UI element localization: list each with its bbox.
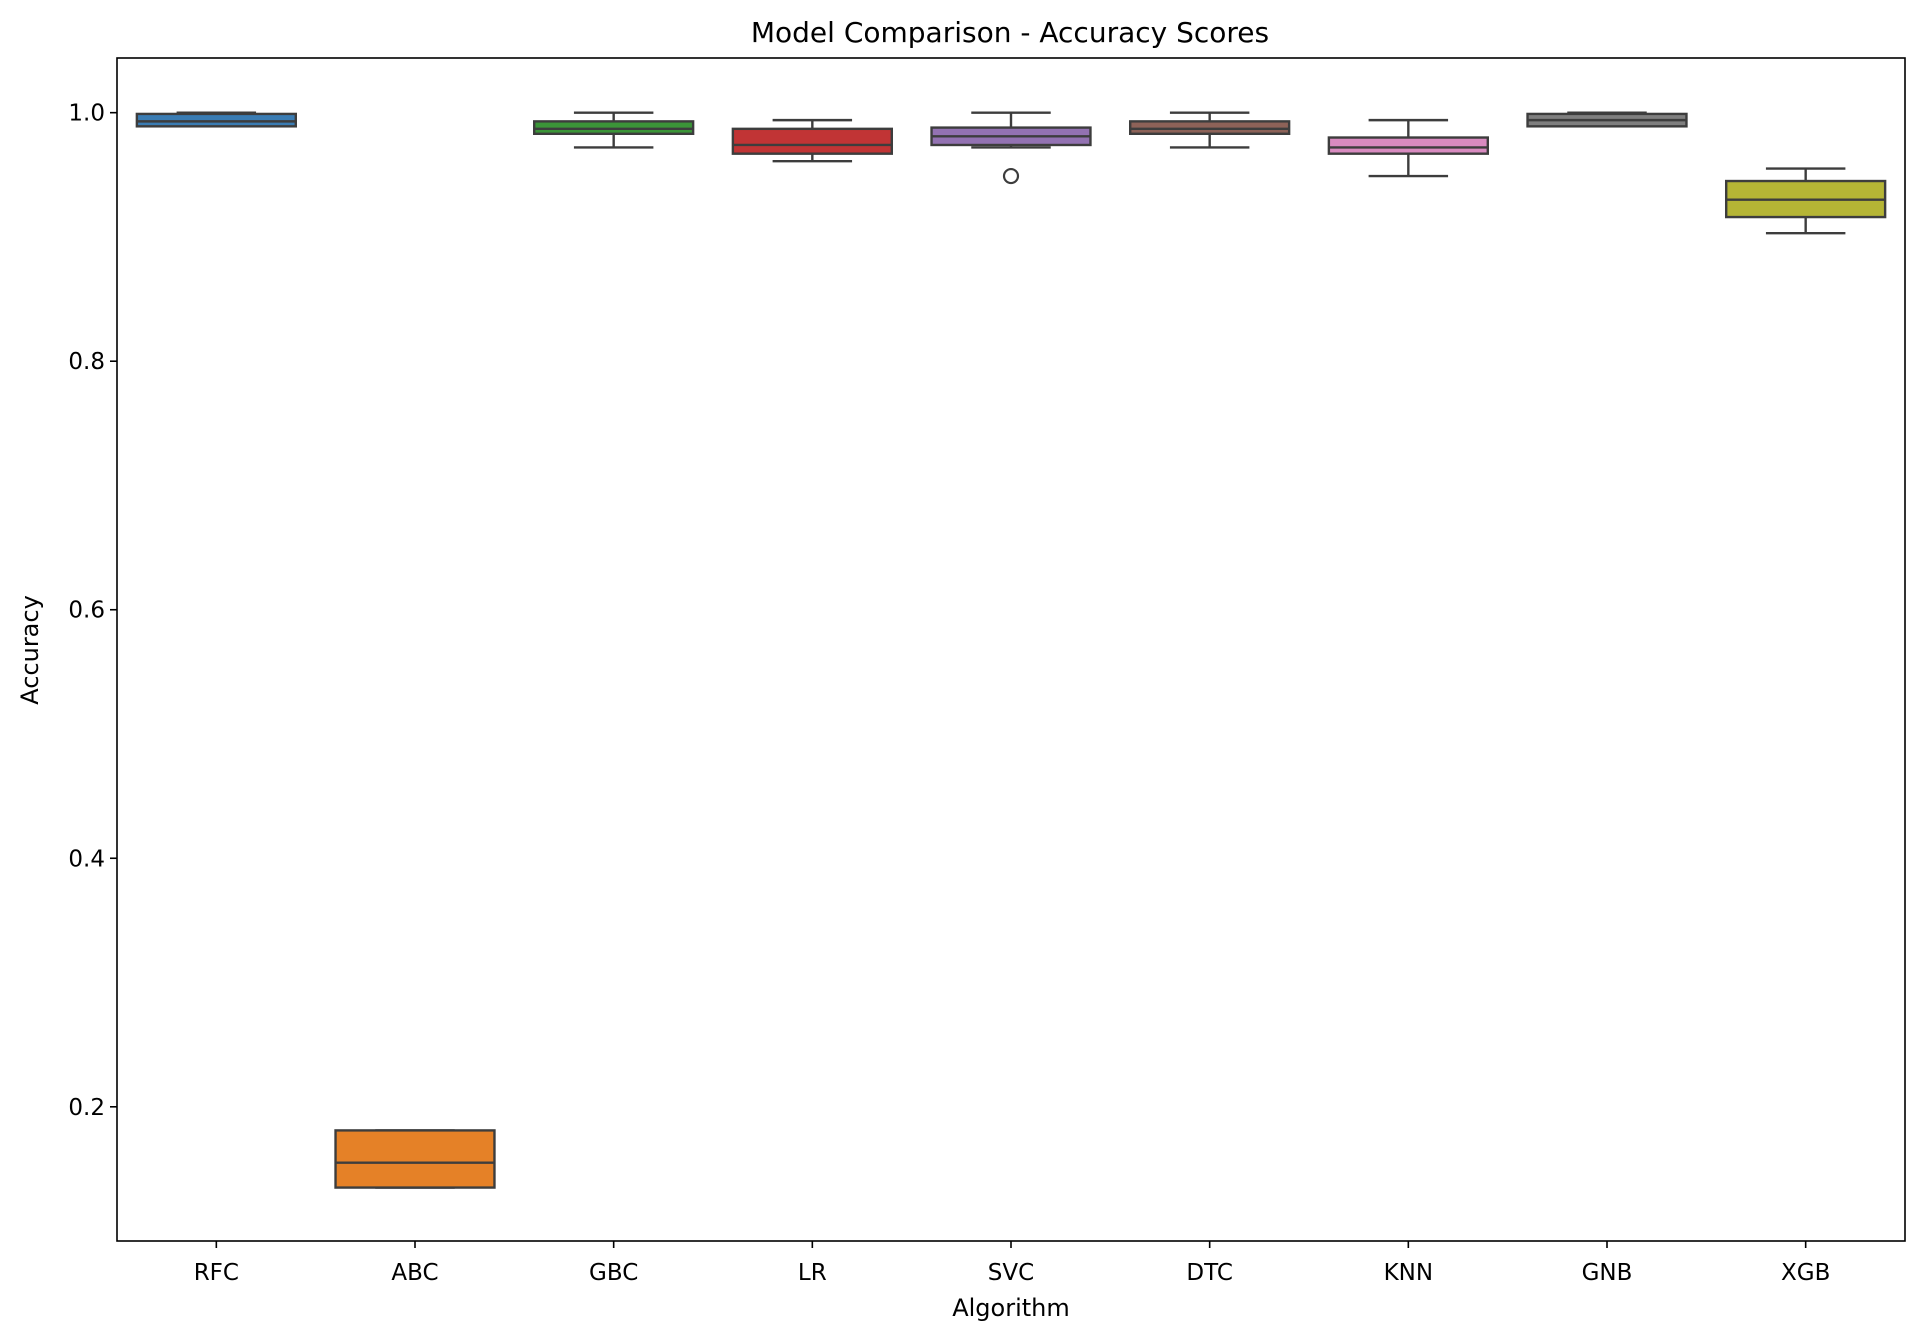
y-tick-label: 0.2	[68, 1095, 105, 1121]
y-tick-label: 0.6	[68, 598, 105, 624]
x-tick-label: GBC	[589, 1260, 638, 1286]
x-tick-label: ABC	[391, 1260, 438, 1286]
x-tick-label: XGB	[1781, 1260, 1830, 1286]
box-knn	[1327, 118, 1490, 178]
x-tick-label: SVC	[988, 1260, 1034, 1286]
y-tick-label: 1.0	[68, 101, 105, 127]
y-tick-label: 0.8	[68, 349, 105, 375]
box-body	[731, 127, 893, 155]
x-axis-label: Algorithm	[952, 1294, 1070, 1322]
box-body	[1327, 136, 1490, 155]
x-tick-label: KNN	[1384, 1260, 1434, 1286]
box-body	[533, 120, 695, 136]
plot-area	[135, 111, 1887, 1189]
box-abc	[334, 1129, 496, 1189]
box-lr	[731, 118, 893, 163]
box-gnb	[1526, 111, 1688, 128]
y-axis-label: Accuracy	[16, 595, 44, 705]
y-tick-label: 0.4	[68, 846, 105, 872]
box-rfc	[135, 111, 298, 128]
box-dtc	[1128, 111, 1291, 149]
box-body	[334, 1129, 496, 1189]
x-tick-label: RFC	[194, 1260, 239, 1286]
box-body	[1128, 120, 1291, 136]
x-tick-label: DTC	[1186, 1260, 1232, 1286]
box-xgb	[1724, 167, 1887, 235]
box-body	[135, 112, 298, 128]
x-tick-label: GNB	[1582, 1260, 1633, 1286]
x-tick-label: LR	[798, 1260, 827, 1286]
chart-title: Model Comparison - Accuracy Scores	[751, 16, 1269, 49]
box-gbc	[533, 111, 695, 149]
outlier-point	[1002, 167, 1020, 185]
box-svc	[930, 111, 1092, 185]
plot-frame	[116, 57, 1906, 1242]
